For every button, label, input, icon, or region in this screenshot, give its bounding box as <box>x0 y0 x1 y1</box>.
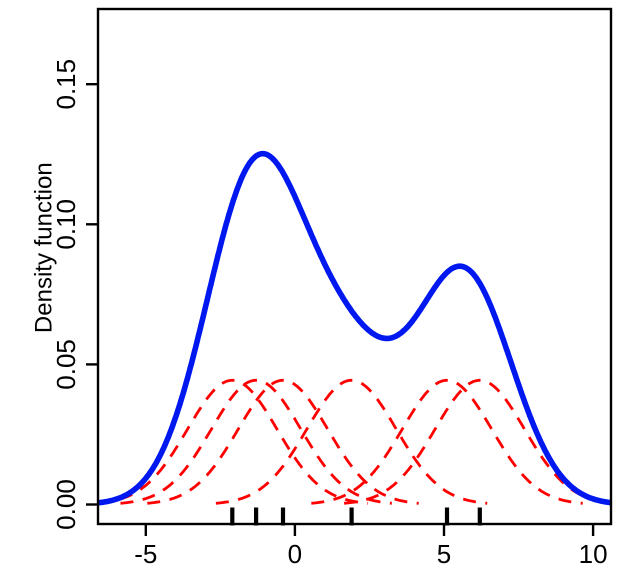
svg-text:-5: -5 <box>134 539 157 569</box>
svg-text:0.00: 0.00 <box>51 479 81 530</box>
svg-text:5: 5 <box>437 539 451 569</box>
svg-text:0.15: 0.15 <box>51 59 81 110</box>
svg-text:10: 10 <box>579 539 608 569</box>
svg-text:0.10: 0.10 <box>51 199 81 250</box>
svg-text:0.05: 0.05 <box>51 339 81 390</box>
svg-text:0: 0 <box>288 539 302 569</box>
svg-text:Density function: Density function <box>31 162 58 333</box>
